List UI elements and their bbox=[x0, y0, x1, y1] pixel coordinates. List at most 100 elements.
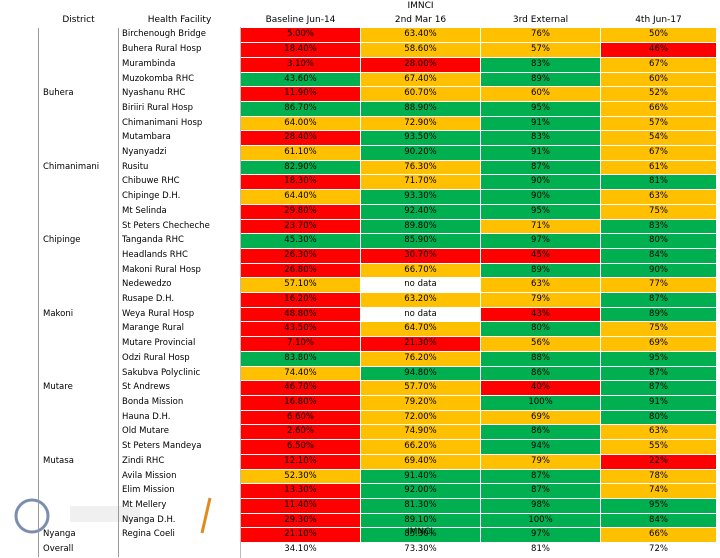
row: Biriiri Rural Hosp 86.70% 88.90% 95% 66% bbox=[38, 100, 717, 117]
value-cell: 86% bbox=[480, 424, 601, 441]
district-cell bbox=[38, 263, 119, 278]
value-cell: 63% bbox=[600, 424, 717, 441]
district-cell bbox=[38, 130, 119, 146]
value-cell: 72% bbox=[600, 542, 717, 558]
value-cell: 56% bbox=[480, 336, 601, 352]
row: Nyanyadzi 61.10% 90.20% 91% 67% bbox=[38, 145, 717, 161]
value-cell: 93.30% bbox=[360, 189, 481, 205]
value-cell: 72.00% bbox=[360, 409, 481, 426]
facility-cell: Murambinda bbox=[118, 57, 241, 73]
value-cell: 67% bbox=[600, 145, 717, 161]
value-cell: 85.30% bbox=[360, 527, 481, 544]
value-cell: 3.10% bbox=[240, 56, 361, 73]
row: Chipinge Tanganda RHC 45.30% 85.90% 97% 80% bbox=[38, 233, 717, 249]
facility-cell: Chipinge D.H. bbox=[118, 189, 241, 205]
row: Buhera Rural Hosp 18.40% 58.60% 57% 46% bbox=[38, 42, 717, 58]
row: Mt Mellery 11.40% 81.30% 98% 95% bbox=[38, 497, 717, 514]
value-cell: 50% bbox=[600, 27, 717, 44]
facility-cell: Birchenough Bridge bbox=[118, 27, 241, 43]
row: Mutasa Zindi RHC 12.10% 69.40% 79% 22% bbox=[38, 453, 717, 470]
column-header: Health Facility bbox=[147, 14, 212, 25]
facility-cell: Marange Rural bbox=[118, 321, 241, 337]
value-cell: 87% bbox=[600, 380, 717, 396]
value-cell: 83% bbox=[600, 218, 717, 235]
value-cell: 64.70% bbox=[360, 321, 481, 338]
value-cell: 60% bbox=[480, 86, 601, 102]
value-cell: 57% bbox=[480, 42, 601, 58]
facility-cell: Weya Rural Hosp bbox=[118, 307, 241, 322]
row: St Peters Mandeya 6.50% 66.20% 94% 55% bbox=[38, 439, 717, 455]
facility-cell: Nyanga D.H. bbox=[118, 513, 241, 528]
row: Nedewedzo 57.10% no data 63% 77% bbox=[38, 277, 717, 294]
district-cell bbox=[38, 513, 119, 528]
district-cell: Mutare bbox=[38, 380, 119, 396]
value-cell: 91% bbox=[480, 115, 601, 132]
group-header-row: IMNCI bbox=[39, 0, 717, 14]
value-cell: 93.50% bbox=[360, 130, 481, 147]
value-cell: 29.30% bbox=[240, 512, 361, 529]
value-cell: 84% bbox=[600, 512, 717, 529]
district-cell bbox=[38, 395, 119, 411]
value-cell: 48.80% bbox=[240, 306, 361, 323]
district-cell: Buhera bbox=[38, 86, 119, 102]
value-cell: 64.00% bbox=[240, 115, 361, 132]
value-cell: 79% bbox=[480, 292, 601, 308]
value-cell: 21.10% bbox=[240, 527, 361, 544]
value-cell: 6.50% bbox=[240, 439, 361, 455]
row: Makoni Weya Rural Hosp 48.80% no data 43% 89% bbox=[38, 306, 717, 323]
value-cell: 46.70% bbox=[240, 380, 361, 396]
district-cell bbox=[38, 145, 119, 161]
row: Makoni Rural Hosp 26.80% 66.70% 89% 90% bbox=[38, 262, 717, 279]
value-cell: 75% bbox=[600, 203, 717, 220]
facility-cell: Mt Selinda bbox=[118, 204, 241, 220]
value-cell: 16.20% bbox=[240, 292, 361, 308]
facility-cell: Elim Mission bbox=[118, 483, 241, 499]
value-cell: 43.50% bbox=[240, 321, 361, 338]
value-cell: 89% bbox=[600, 306, 717, 323]
row: Murambinda 3.10% 28.00% 83% 67% bbox=[38, 56, 717, 73]
facility-cell: Rusape D.H. bbox=[118, 292, 241, 308]
value-cell: 46% bbox=[600, 42, 717, 58]
row: Chibuwe RHC 18.30% 71.70% 90% 81% bbox=[38, 174, 717, 191]
row: Sakubva Polyclinic 74.40% 94.80% 86% 87% bbox=[38, 365, 717, 382]
row: Mutambara 28.40% 93.50% 83% 54% bbox=[38, 130, 717, 147]
district-cell bbox=[38, 174, 119, 190]
value-cell: 63.20% bbox=[360, 292, 481, 308]
row: Overall 34.10% 73.30% 81% 72% bbox=[38, 542, 717, 558]
row: Chimanimani Rusitu 82.90% 76.30% 87% 61% bbox=[38, 159, 717, 176]
value-cell: 34.10% bbox=[240, 542, 361, 558]
value-cell: 74.90% bbox=[360, 424, 481, 441]
table-wrap: IMNCI District Health Facility Baseline Ju… bbox=[38, 0, 717, 558]
value-cell: 66.70% bbox=[360, 262, 481, 279]
column-header-row: District Health Facility Baseline Jun-14 2n… bbox=[39, 14, 717, 28]
facility-cell: Nyashanu RHC bbox=[118, 86, 241, 102]
row: Mutare Provincial 7.10% 21.30% 56% 69% bbox=[38, 336, 717, 352]
value-cell: 75% bbox=[600, 321, 717, 338]
value-cell: 97% bbox=[480, 233, 601, 249]
value-cell: 5.00% bbox=[240, 27, 361, 44]
facility-cell: St Peters Mandeya bbox=[118, 439, 241, 455]
facility-cell: Biriiri Rural Hosp bbox=[118, 101, 241, 117]
value-cell: 88% bbox=[480, 350, 601, 367]
value-cell: 66% bbox=[600, 527, 717, 544]
column-header: 4th Jun-17 bbox=[635, 14, 682, 25]
value-cell: 76% bbox=[480, 27, 601, 44]
value-cell: 45% bbox=[480, 247, 601, 264]
value-cell: 67% bbox=[600, 56, 717, 73]
value-cell: 43% bbox=[480, 306, 601, 323]
value-cell: 2.60% bbox=[240, 424, 361, 441]
row: Headlands RHC 26.30% 30.70% 45% 84% bbox=[38, 247, 717, 264]
district-cell bbox=[38, 321, 119, 337]
value-cell: 82.90% bbox=[240, 159, 361, 176]
value-cell: 69.40% bbox=[360, 453, 481, 470]
value-cell: 83.80% bbox=[240, 350, 361, 367]
value-cell: 80% bbox=[600, 233, 717, 249]
district-cell bbox=[38, 27, 119, 43]
facility-cell: Old Mutare bbox=[118, 424, 241, 440]
row: Buhera Nyashanu RHC 11.90% 60.70% 60% 52% bbox=[38, 86, 717, 102]
district-cell: Makoni bbox=[38, 307, 119, 322]
value-cell: 85.90% bbox=[360, 233, 481, 249]
row: Birchenough Bridge 5.00% 63.40% 76% 50% bbox=[38, 27, 717, 44]
row: Odzi Rural Hosp 83.80% 76.20% 88% 95% bbox=[38, 350, 717, 367]
row: Rusape D.H. 16.20% 63.20% 79% 87% bbox=[38, 292, 717, 308]
